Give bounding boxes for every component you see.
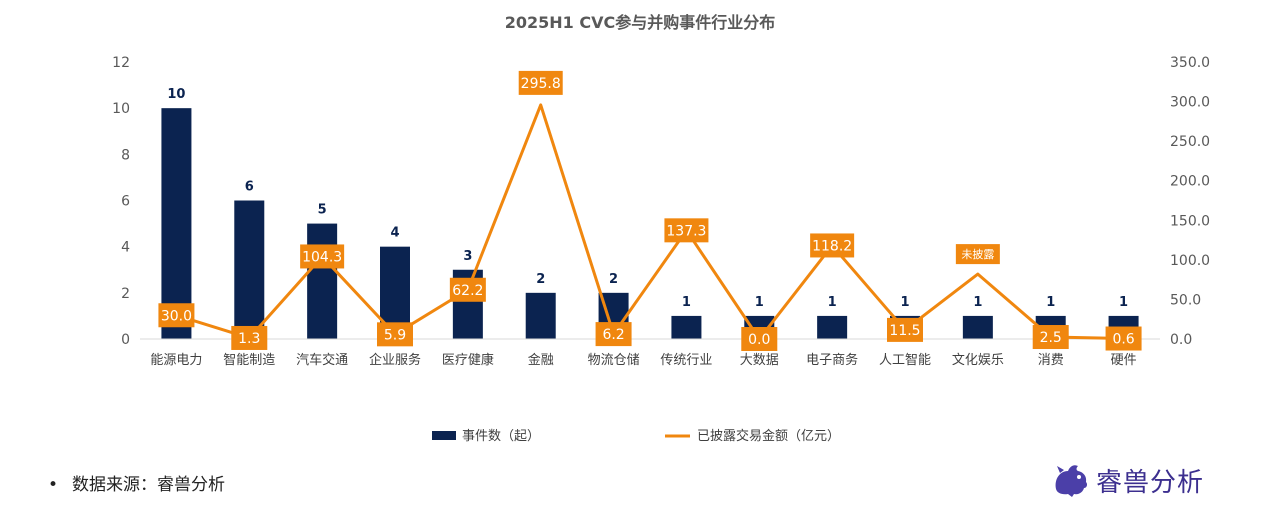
x-category-label: 文化娱乐 — [952, 353, 1004, 368]
y-left-tick-label: 2 — [121, 286, 130, 302]
line-value-label-box — [595, 322, 632, 347]
line-series — [175, 103, 1124, 341]
x-category-label: 消费 — [1038, 353, 1064, 368]
bar-value-label: 1 — [973, 295, 982, 310]
line-value-label: 2.5 — [1040, 330, 1062, 346]
y-left-tick-label: 0 — [121, 332, 130, 348]
y-right-tick-label: 250.0 — [1170, 134, 1210, 150]
x-category-label: 电子商务 — [806, 352, 858, 368]
bar-value-label: 1 — [1046, 295, 1055, 310]
y-right-tick-label: 50.0 — [1170, 292, 1201, 308]
x-category-label: 传统行业 — [660, 353, 712, 368]
line-value-label-box — [158, 303, 195, 328]
line-value-label: 0.0 — [748, 332, 770, 348]
line-value-label-box — [1032, 325, 1069, 350]
x-category-label: 大数据 — [740, 353, 779, 368]
x-category-label: 金融 — [528, 352, 554, 368]
bar-value-label: 2 — [609, 272, 618, 287]
bar-value-label: 1 — [1119, 295, 1128, 310]
bar — [307, 223, 338, 339]
line-value-label-box — [887, 317, 923, 342]
bar-value-label: 1 — [682, 295, 691, 310]
bar — [671, 315, 702, 339]
line-value-label: 118.2 — [812, 238, 852, 254]
bar-value-label: 4 — [390, 226, 399, 241]
x-category-label: 物流仓储 — [588, 353, 640, 368]
legend-line-label: 已披露交易金额（亿元） — [697, 428, 840, 444]
legend-bar-swatch — [432, 431, 456, 440]
line-value-label-box — [449, 277, 486, 302]
line-value-label-box — [810, 233, 855, 258]
brand-logo: 睿兽分析 — [1052, 458, 1204, 502]
beast-logo-icon — [1055, 465, 1088, 497]
y-left-tick-label: 4 — [121, 240, 130, 256]
x-category-label: 智能制造 — [223, 353, 275, 368]
line-value-label: 6.2 — [602, 327, 624, 343]
bar-value-label: 1 — [828, 295, 837, 310]
line-value-label: 5.9 — [384, 327, 406, 343]
y-right-tick-label: 150.0 — [1170, 213, 1210, 229]
line-value-label-box — [231, 325, 268, 350]
x-category-label: 汽车交通 — [296, 352, 348, 368]
bar-value-label: 2 — [536, 272, 545, 287]
bar — [161, 108, 192, 340]
data-source: • 数据来源：睿兽分析 — [48, 470, 225, 495]
bar-value-label: 6 — [245, 180, 254, 195]
y-left-tick-label: 6 — [121, 194, 130, 210]
bar — [962, 315, 993, 339]
data-source-text: 数据来源：睿兽分析 — [72, 475, 226, 495]
line-value-label-box — [741, 327, 778, 351]
x-category-label: 人工智能 — [879, 353, 931, 368]
x-category-label: 能源电力 — [150, 353, 202, 368]
line-value-label: 1.3 — [238, 331, 260, 347]
chart: 2025H1 CVC参与并购事件行业分布0246810120.050.0100.… — [112, 13, 1210, 444]
line-value-label: 137.3 — [666, 223, 706, 239]
line-value-label: 104.3 — [302, 249, 342, 265]
bar — [817, 315, 848, 339]
bar-value-label: 1 — [755, 295, 764, 310]
brand-name: 睿兽分析 — [1096, 467, 1205, 498]
y-left-tick-label: 12 — [112, 55, 130, 71]
x-category-label: 企业服务 — [369, 352, 421, 368]
line-value-label-box — [664, 218, 709, 243]
line-value-label-box — [300, 244, 345, 269]
line-value-label: 0.6 — [1112, 332, 1134, 348]
line-value-label-box — [1105, 326, 1142, 351]
y-right-tick-label: 350.0 — [1170, 55, 1210, 71]
x-category-label: 硬件 — [1111, 353, 1137, 368]
chart-title: 2025H1 CVC参与并购事件行业分布 — [505, 13, 776, 32]
bar-value-label: 10 — [167, 87, 185, 102]
line-value-label: 11.5 — [889, 323, 920, 339]
y-right-tick-label: 100.0 — [1170, 253, 1210, 269]
line-value-label: 295.8 — [521, 76, 561, 92]
bar — [234, 200, 265, 339]
y-right-tick-label: 200.0 — [1170, 174, 1210, 190]
bar-value-label: 5 — [318, 203, 327, 218]
bar-value-label: 1 — [900, 295, 909, 310]
y-right-tick-label: 300.0 — [1170, 95, 1210, 111]
line-value-label-box — [518, 70, 563, 95]
x-category-label: 医疗健康 — [442, 352, 494, 368]
line-value-label: 未披露 — [961, 247, 994, 261]
line-value-label: 30.0 — [161, 308, 192, 324]
line-value-label-box — [377, 322, 413, 347]
bar-value-label: 3 — [463, 249, 472, 264]
y-right-tick-label: 0.0 — [1170, 332, 1192, 348]
legend-bar-label: 事件数（起） — [462, 429, 540, 444]
bullet: • — [48, 475, 59, 495]
y-left-tick-label: 8 — [121, 147, 130, 163]
line-value-label: 62.2 — [452, 283, 483, 299]
y-left-tick-label: 10 — [112, 101, 130, 117]
line-value-label-box — [955, 244, 1000, 265]
bar — [525, 292, 556, 339]
